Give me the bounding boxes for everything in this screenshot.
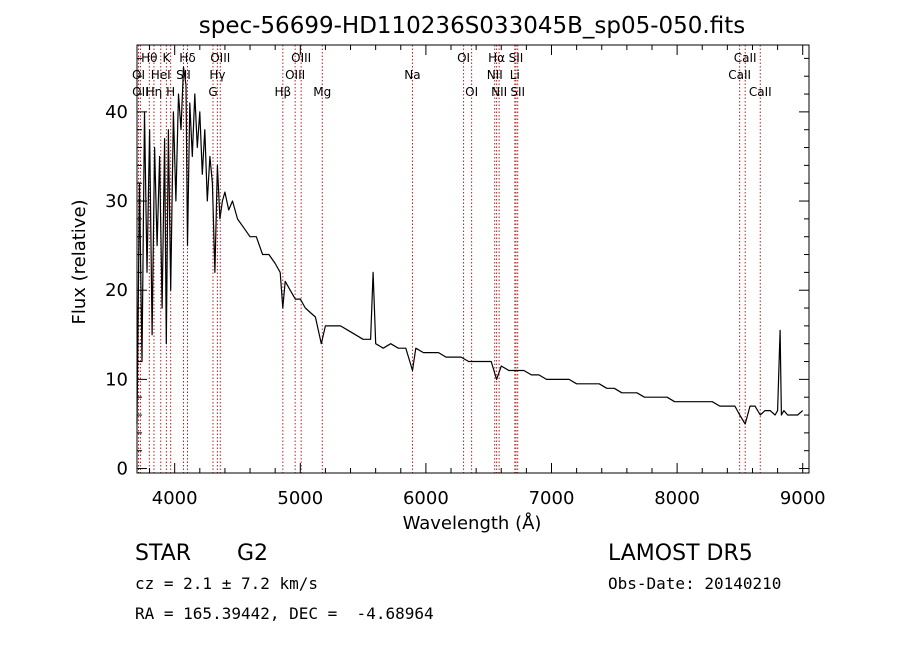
line-marker-label: OIII: [291, 51, 311, 65]
object-type: STAR: [135, 541, 192, 566]
spectrum-line: [136, 66, 804, 425]
line-marker-label: OII: [132, 85, 149, 99]
survey-name: LAMOST DR5: [608, 541, 753, 566]
y-tick-label: 10: [105, 369, 128, 390]
line-marker-label: SII: [510, 85, 525, 99]
y-axis-label: Flux (relative): [69, 199, 90, 324]
y-tick-labels: 0 10 20 30 40: [105, 102, 128, 480]
chart-title: spec-56699-HD110236S033045B_sp05-050.fit…: [199, 13, 745, 39]
line-marker-label: Hβ: [274, 85, 291, 99]
line-marker-label: SII: [509, 51, 524, 65]
line-marker-label: H: [166, 85, 175, 99]
x-tick-label: 4000: [152, 488, 198, 509]
line-markers: [138, 45, 761, 473]
y-tick-label: 20: [105, 280, 128, 301]
line-marker-label: CaII: [734, 51, 757, 65]
line-marker-label: G: [208, 85, 217, 99]
line-marker-label: CaII: [749, 85, 772, 99]
y-tick-label: 30: [105, 191, 128, 212]
line-marker-label: Hη: [146, 85, 163, 99]
line-marker-label: OI: [132, 68, 145, 82]
line-marker-label: HeI: [151, 68, 171, 82]
x-tick-label: 8000: [654, 488, 700, 509]
plot-frame: [136, 44, 810, 474]
x-tick-label: 6000: [403, 488, 449, 509]
y-tick-label: 0: [117, 459, 128, 480]
line-marker-label: Hα: [488, 51, 505, 65]
subclass: G2: [237, 541, 269, 566]
line-marker-label: OIII: [210, 51, 230, 65]
x-tick-label: 7000: [529, 488, 575, 509]
line-marker-label: NII: [491, 85, 507, 99]
line-marker-label: NII: [487, 68, 503, 82]
line-marker-label: Hδ: [179, 51, 195, 65]
coordinates: RA = 165.39442, DEC = -4.68964: [135, 604, 434, 623]
x-tick-label: 9000: [780, 488, 826, 509]
line-marker-label: CaII: [728, 68, 751, 82]
obs-date: Obs-Date: 20140210: [608, 574, 782, 593]
line-marker-label: Hγ: [209, 68, 225, 82]
line-marker-label: K: [162, 51, 171, 65]
line-marker-label: Mg: [313, 85, 331, 99]
line-marker-label: OIII: [285, 68, 305, 82]
redshift-line: cz = 2.1 ± 7.2 km/s: [135, 574, 319, 593]
y-tick-label: 40: [105, 102, 128, 123]
line-marker-label: OI: [457, 51, 470, 65]
axis-ticks: [137, 45, 809, 473]
x-axis-label: Wavelength (Å): [403, 512, 542, 534]
line-marker-label: Na: [404, 68, 420, 82]
x-tick-label: 5000: [277, 488, 323, 509]
x-tick-labels: 4000 5000 6000 7000 8000 9000: [152, 488, 826, 509]
line-marker-label: Hθ: [141, 51, 157, 65]
line-marker-label: OI: [465, 85, 478, 99]
line-marker-label: Li: [510, 68, 520, 82]
